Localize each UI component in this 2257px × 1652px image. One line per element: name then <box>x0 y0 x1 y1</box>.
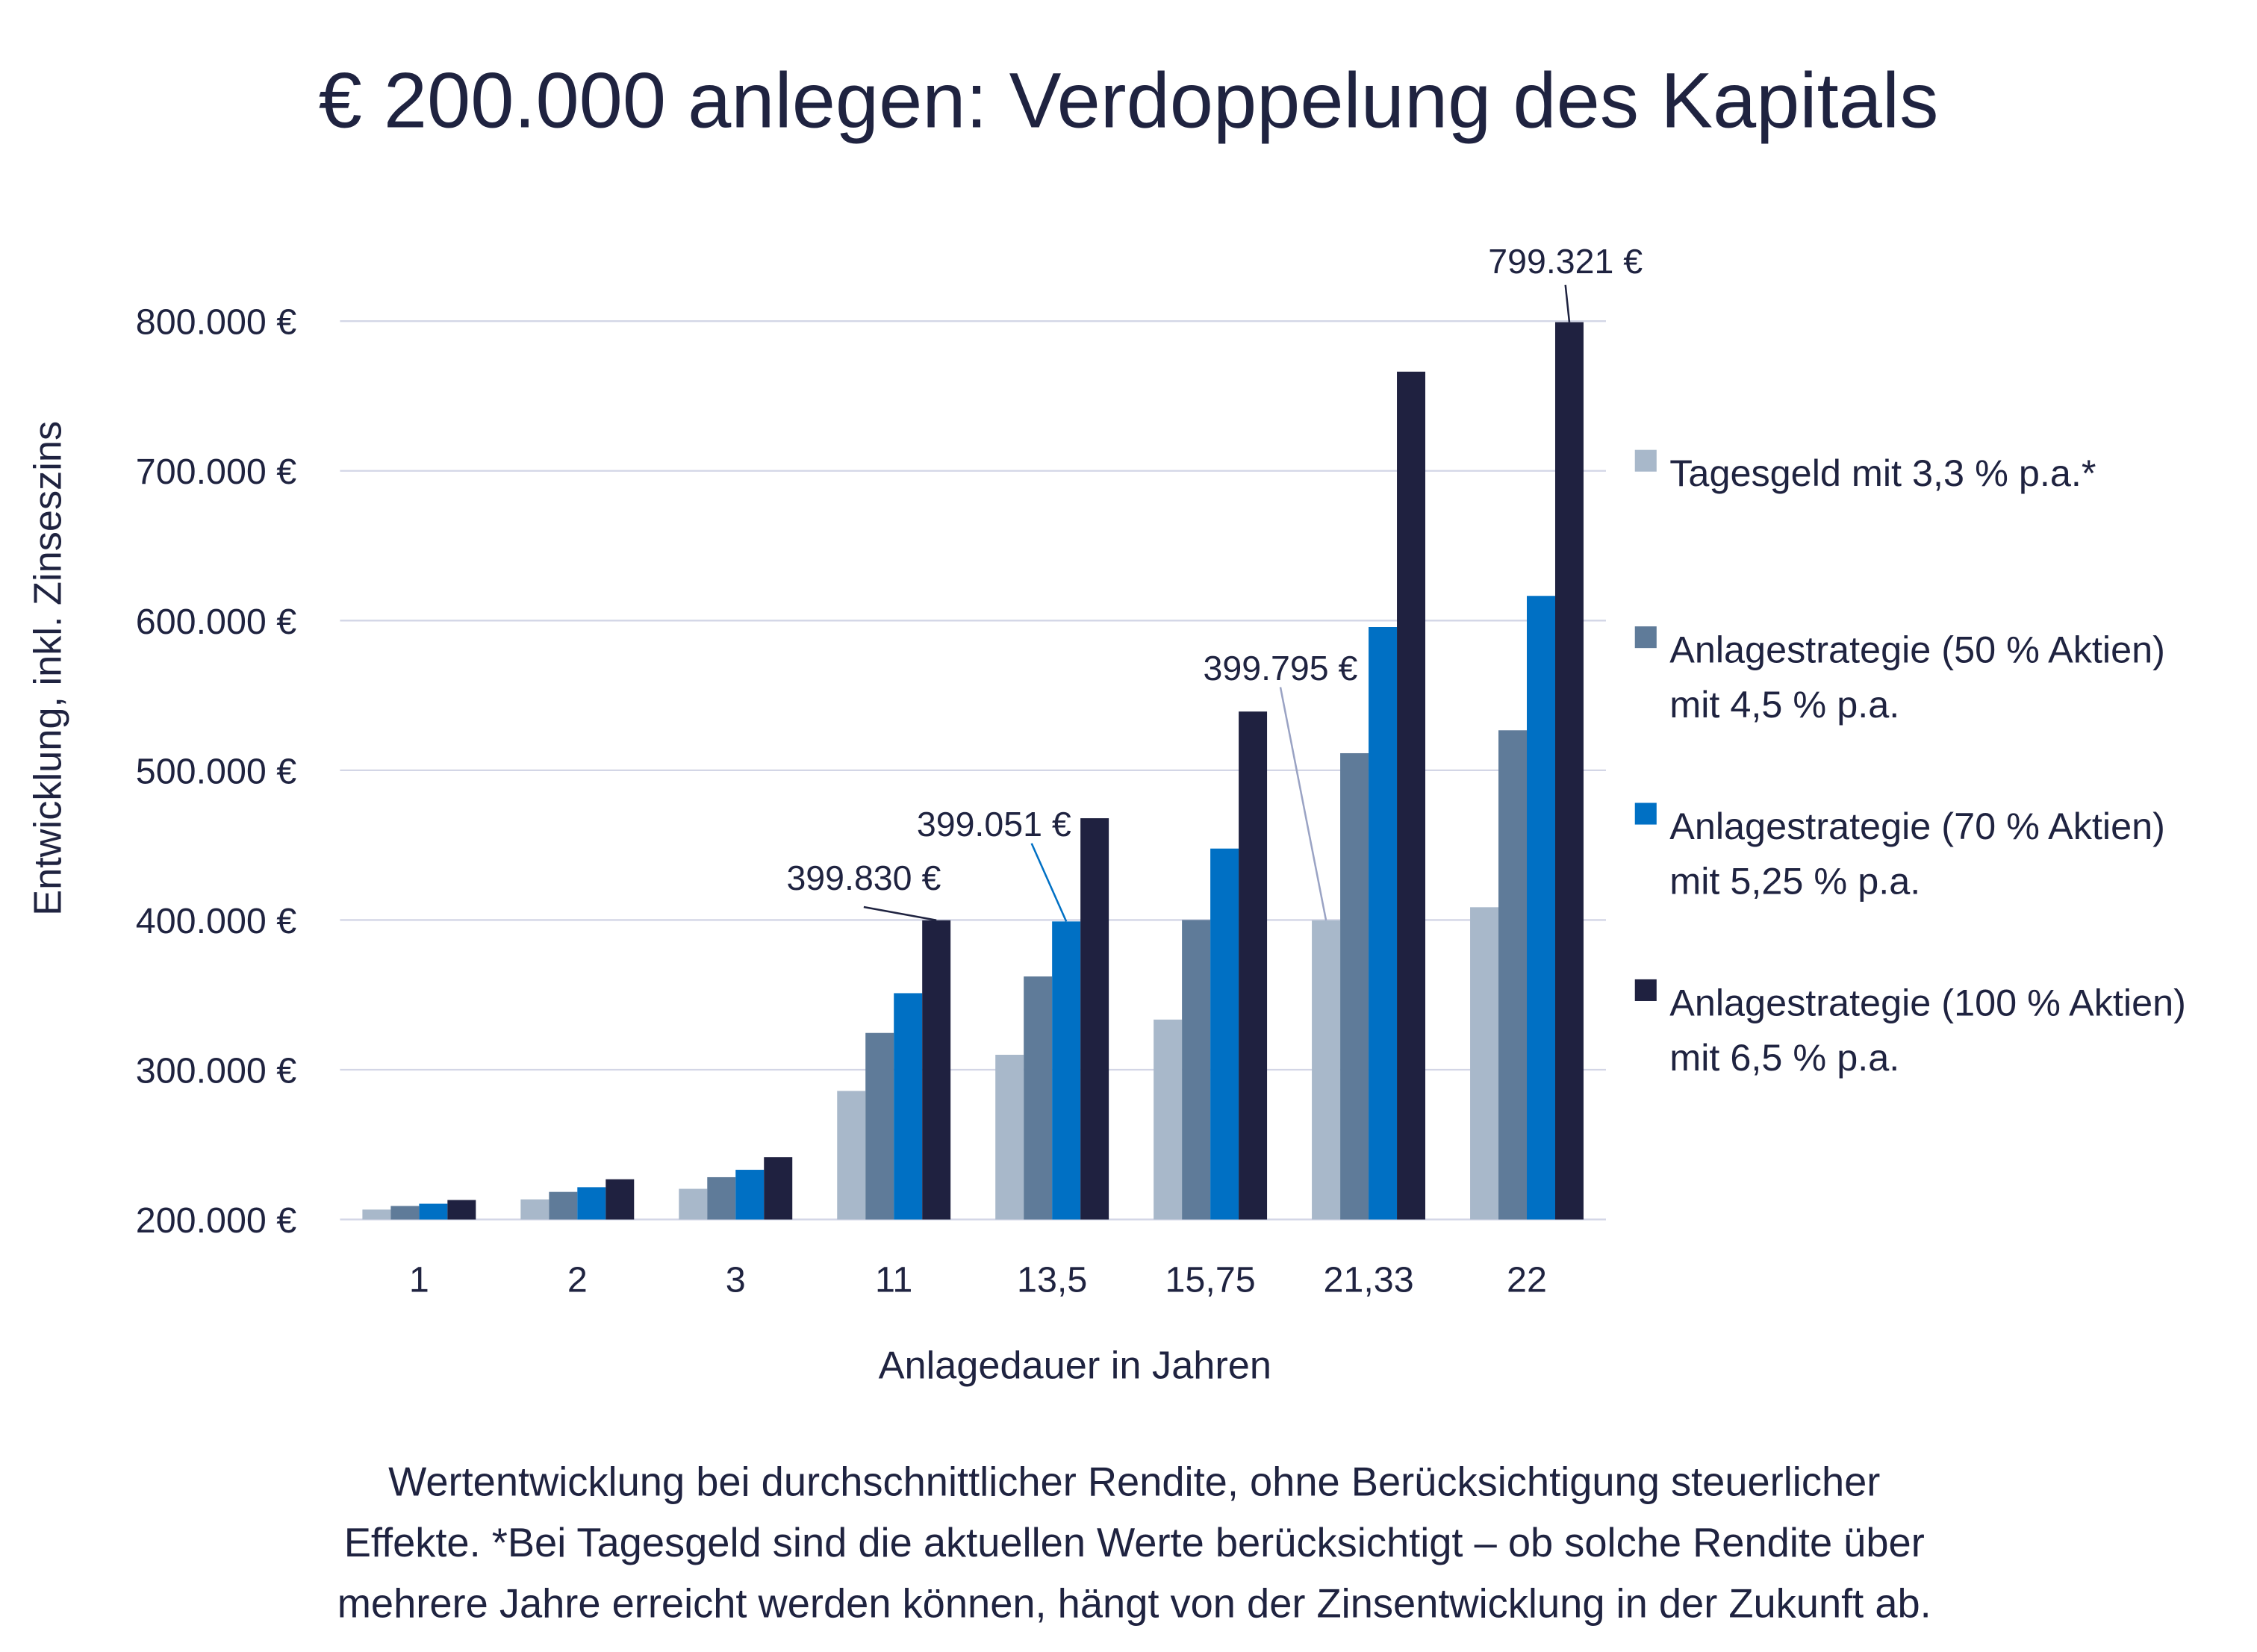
bar <box>520 1199 550 1220</box>
x-tick-label: 21,33 <box>1323 1259 1413 1300</box>
bar <box>1080 818 1109 1220</box>
gridlines <box>340 320 1606 1221</box>
x-tick-label: 1 <box>409 1259 429 1300</box>
legend-label: mit 4,5 % p.a. <box>1669 683 1899 726</box>
bar <box>1052 921 1081 1220</box>
y-tick-label: 300.000 € <box>136 1050 297 1091</box>
bar <box>390 1206 420 1220</box>
bar <box>865 1032 894 1220</box>
bar <box>1470 907 1499 1220</box>
legend-label: Anlagestrategie (50 % Aktien) <box>1669 629 2165 671</box>
annotation-leader-line <box>1279 687 1327 921</box>
footnote: Wertentwicklung bei durchschnittlicher R… <box>337 1460 1931 1627</box>
legend-swatch <box>1634 802 1657 825</box>
x-axis-ticks: 1 2 3 11 13,5 15,75 21,33 22 <box>409 1259 1547 1300</box>
y-tick-label: 400.000 € <box>136 901 297 941</box>
bar <box>707 1176 736 1220</box>
bar <box>362 1209 391 1220</box>
bar <box>679 1188 708 1220</box>
bar <box>1527 596 1555 1220</box>
annotation-label: 799.321 € <box>1488 242 1643 281</box>
bar <box>1154 1019 1183 1220</box>
annotation-leader-line <box>863 906 937 922</box>
bar <box>1397 371 1426 1220</box>
bars <box>362 322 1584 1220</box>
bar <box>735 1170 765 1220</box>
bar <box>1369 627 1398 1220</box>
bar <box>995 1054 1024 1220</box>
bar <box>1024 976 1053 1220</box>
bar <box>606 1179 635 1220</box>
legend-label: mit 6,5 % p.a. <box>1669 1036 1899 1079</box>
footnote-line: mehrere Jahre erreicht werden können, hä… <box>337 1581 1931 1626</box>
y-axis-ticks: 200.000 € 300.000 € 400.000 € 500.000 € 600.… <box>136 302 297 1241</box>
y-tick-label: 600.000 € <box>136 602 297 642</box>
bar <box>764 1157 793 1220</box>
bar <box>1554 322 1584 1220</box>
bar <box>419 1203 448 1220</box>
data-annotations: 399.830 € 399.051 € 399.795 € 799.321 € <box>786 242 1643 922</box>
annotation-leader-line <box>1564 284 1571 322</box>
legend: Tagesgeld mit 3,3 % p.a.* Anlagestrategie… <box>1634 449 2186 1079</box>
legend-label: Anlagestrategie (70 % Aktien) <box>1669 805 2165 847</box>
chart-title: € 200.000 anlegen: Verdoppelung des Kapi… <box>319 57 1939 145</box>
footnote-line: Effekte. *Bei Tagesgeld sind die aktuell… <box>344 1521 1925 1565</box>
annotation-leader-line <box>1030 843 1068 922</box>
x-tick-label: 13,5 <box>1017 1259 1087 1300</box>
annotation-label: 399.795 € <box>1204 649 1358 688</box>
legend-label: Tagesgeld mit 3,3 % p.a.* <box>1669 452 2096 494</box>
bar <box>922 920 951 1220</box>
y-axis-label: Entwicklung, inkl. Zinseszins <box>26 421 69 916</box>
footnote-line: Wertentwicklung bei durchschnittlicher R… <box>388 1460 1880 1505</box>
bar <box>1182 920 1211 1220</box>
bar <box>1239 711 1268 1220</box>
bar <box>1498 730 1528 1220</box>
legend-swatch <box>1634 979 1657 1001</box>
annotation-label: 399.051 € <box>917 805 1071 844</box>
x-tick-label: 22 <box>1507 1259 1547 1300</box>
x-tick-label: 15,75 <box>1165 1259 1255 1300</box>
legend-swatch <box>1634 626 1657 649</box>
bar <box>549 1191 578 1220</box>
x-tick-label: 3 <box>726 1259 746 1300</box>
legend-label: Anlagestrategie (100 % Aktien) <box>1669 981 2186 1023</box>
bar <box>1210 848 1239 1220</box>
x-tick-label: 11 <box>875 1259 912 1300</box>
legend-swatch <box>1634 449 1657 472</box>
legend-label: mit 5,25 % p.a. <box>1669 860 1920 903</box>
bar <box>837 1091 866 1220</box>
x-tick-label: 2 <box>567 1259 588 1300</box>
bar <box>894 993 923 1220</box>
y-tick-label: 200.000 € <box>136 1200 297 1241</box>
bar <box>577 1187 606 1220</box>
x-axis-label: Anlagedauer in Jahren <box>879 1344 1271 1388</box>
y-tick-label: 500.000 € <box>136 751 297 791</box>
annotation-label: 399.830 € <box>786 858 941 897</box>
y-tick-label: 800.000 € <box>136 302 297 343</box>
y-tick-label: 700.000 € <box>136 452 297 492</box>
bar <box>447 1200 476 1220</box>
bar <box>1340 752 1369 1220</box>
bar <box>1312 920 1341 1220</box>
